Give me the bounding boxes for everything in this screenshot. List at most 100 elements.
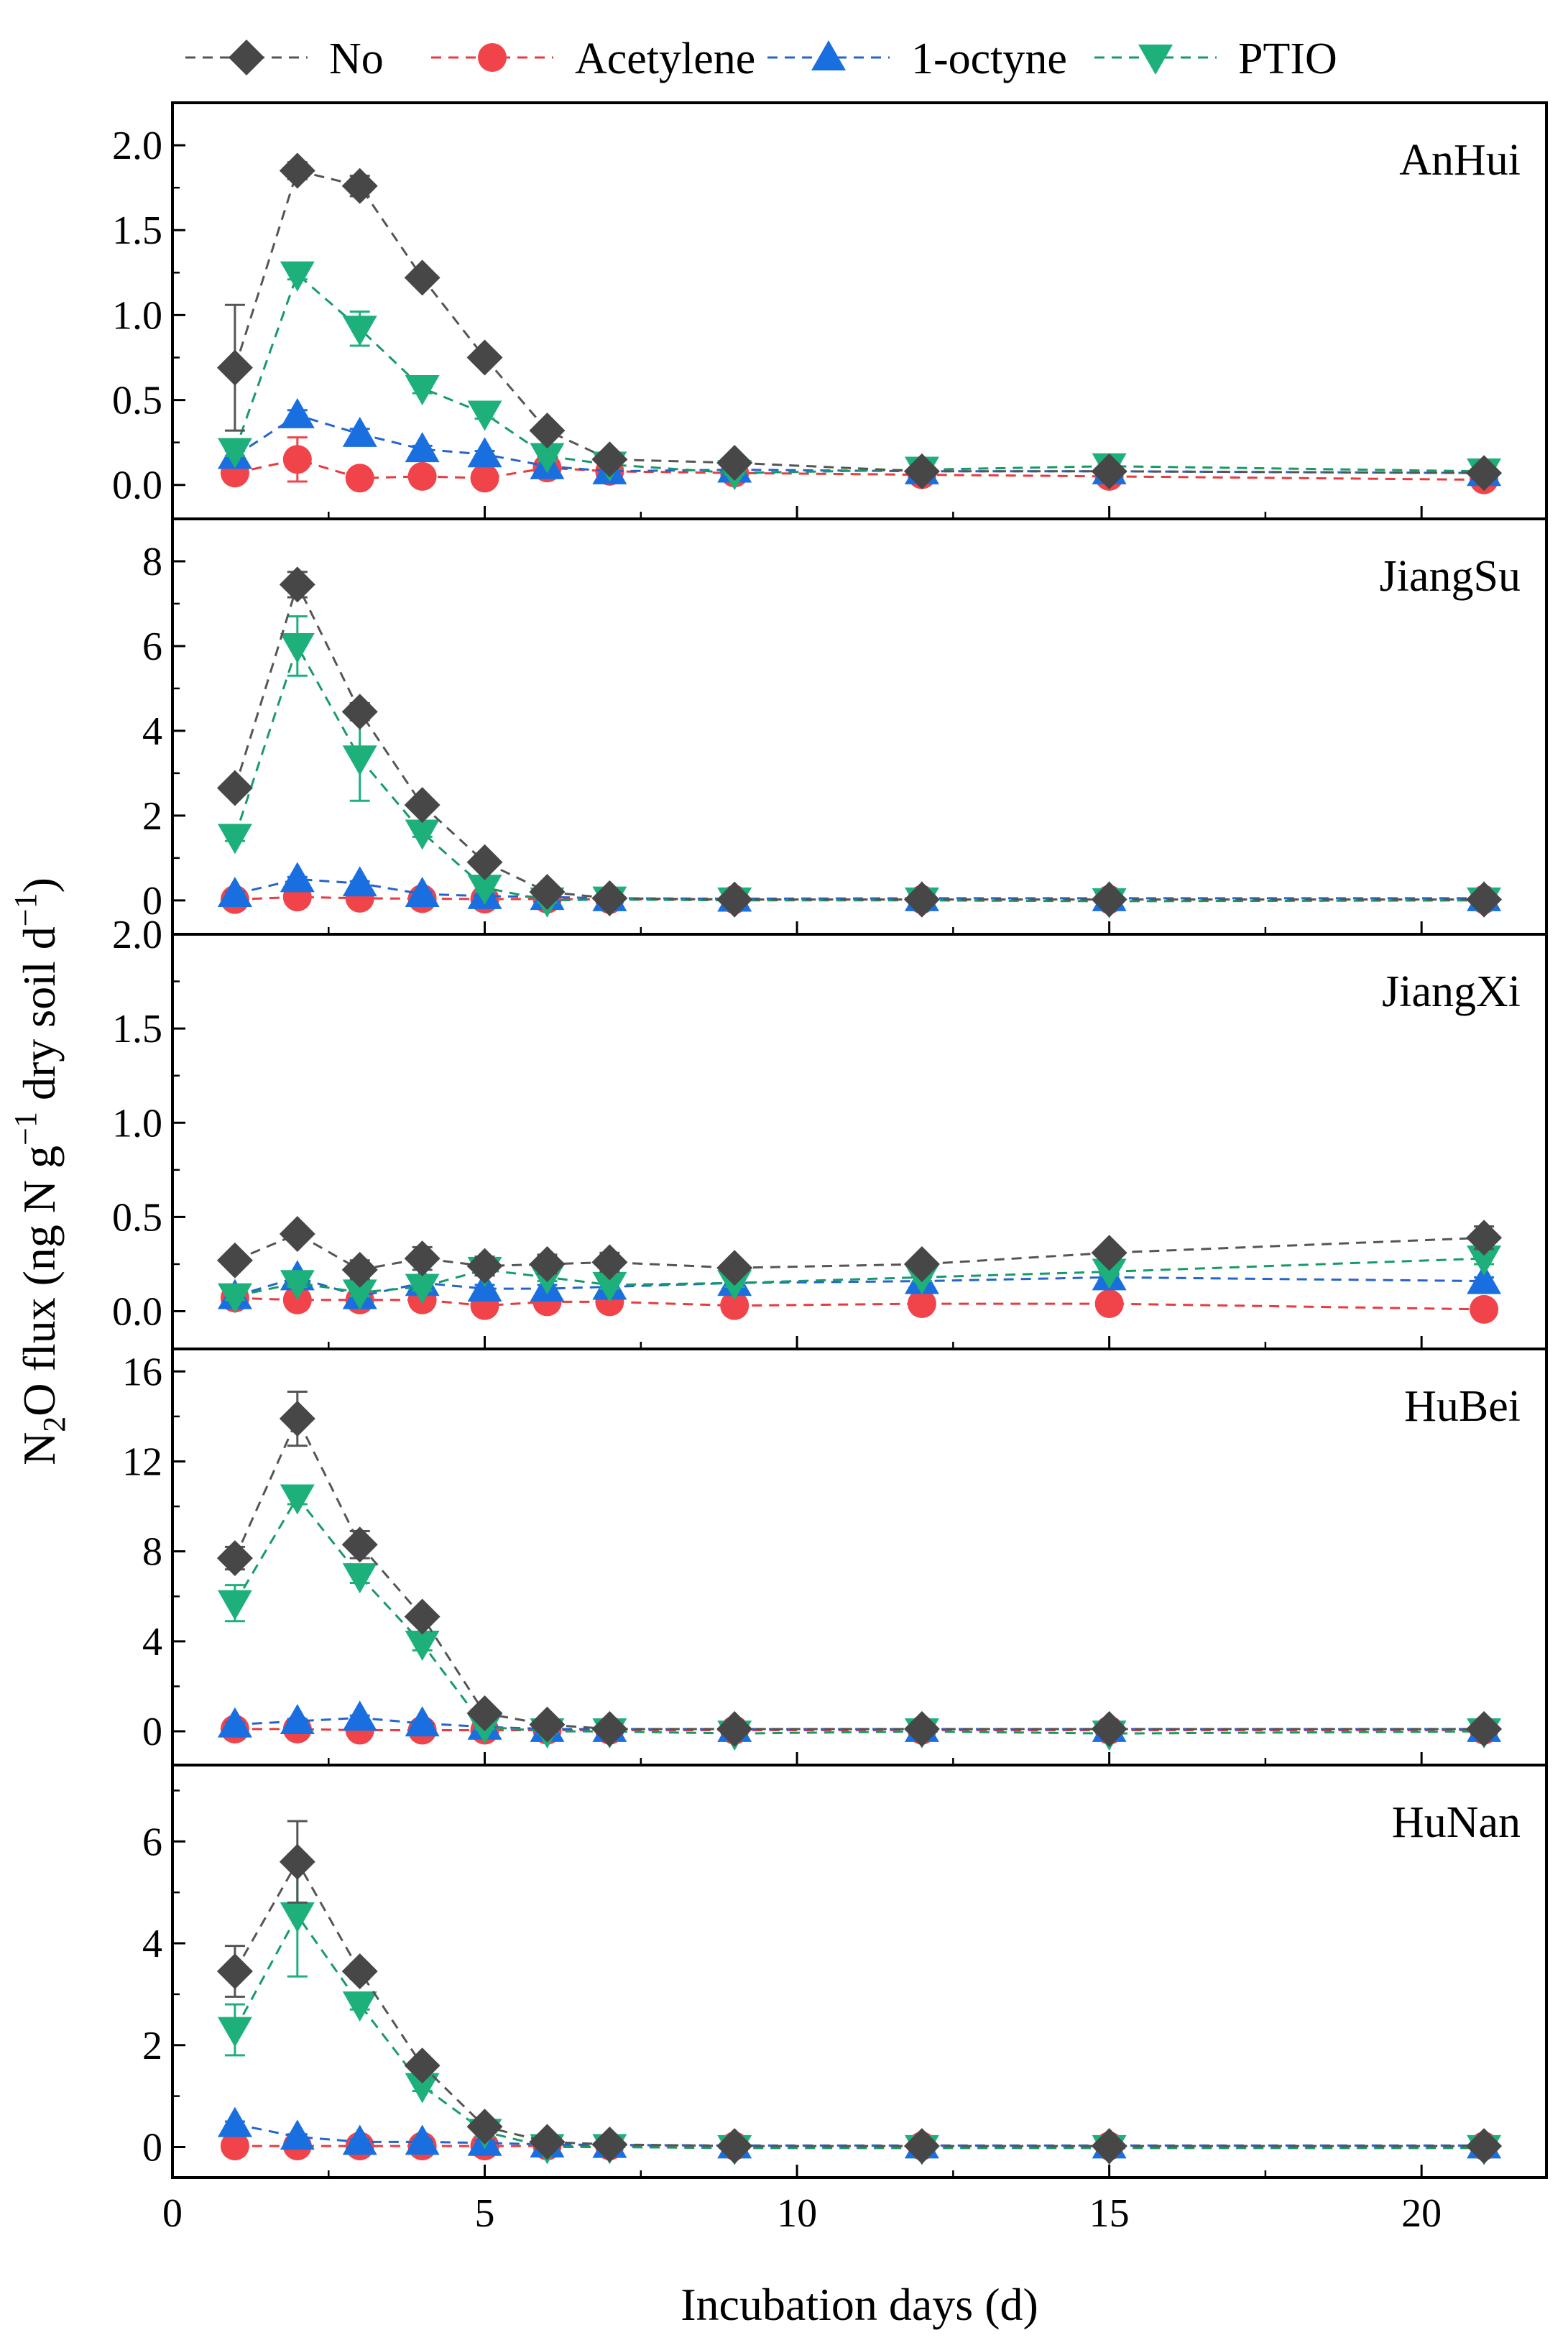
- series-octyne: [217, 1700, 1502, 1742]
- series-line-no: [234, 169, 1485, 474]
- data-point-ptio: [217, 824, 252, 855]
- x-tick-label: 5: [475, 2191, 495, 2236]
- data-point-no: [341, 1251, 378, 1288]
- data-point-octyne: [217, 1707, 252, 1738]
- x-tick-label: 0: [162, 2191, 183, 2236]
- legend-marker-octyne: [811, 40, 846, 70]
- y-tick-label: 1.0: [112, 293, 162, 338]
- data-point-no: [466, 1695, 503, 1732]
- data-point-no: [1466, 1710, 1503, 1747]
- series-line-ptio: [234, 272, 1485, 474]
- data-point-acetylene: [282, 445, 312, 474]
- series-line-ptio: [234, 1495, 1485, 1735]
- panel-anhui: 0.0 0.5 1.0 1.5 2.0 AnHui: [112, 101, 1548, 520]
- data-point-no: [341, 1526, 378, 1563]
- series-ptio: [217, 1853, 1502, 2165]
- series-ptio: [217, 615, 1502, 918]
- y-tick-label: 8: [142, 1530, 162, 1575]
- data-point-no: [216, 1953, 253, 1989]
- data-point-no: [466, 844, 503, 880]
- data-point-no: [279, 566, 315, 603]
- plot-area: [216, 1216, 1503, 1324]
- panel-frame: [171, 101, 1548, 520]
- data-point-no: [279, 152, 315, 189]
- data-point-no: [404, 2048, 441, 2084]
- plot-area: [216, 1820, 1503, 2165]
- data-point-octyne: [405, 2124, 440, 2155]
- series-line-no: [234, 1859, 1485, 2147]
- data-point-no: [404, 1598, 441, 1635]
- data-point-no: [216, 1540, 253, 1577]
- data-point-no: [903, 1245, 940, 1282]
- data-point-octyne: [342, 866, 377, 897]
- panel-jiangxi: 0.0 0.5 1.0 1.5 2.0 JiangXi: [112, 913, 1548, 1350]
- data-point-ptio: [342, 1991, 377, 2022]
- legend-label: No: [329, 34, 384, 83]
- y-axis-title: N2O flux (ng N g−1 dry soil d−1): [8, 878, 72, 1465]
- y-tick-label: 12: [122, 1440, 162, 1484]
- data-point-acetylene: [1094, 1289, 1124, 1319]
- data-point-ptio: [467, 875, 502, 906]
- data-point-ptio: [405, 1273, 440, 1304]
- series-no: [216, 1216, 1503, 1288]
- data-point-no: [591, 880, 628, 916]
- y-tick-label: 4: [142, 1620, 162, 1664]
- legend-item-octyne: 1-octyne: [767, 34, 1067, 83]
- panel-label: HuNan: [1392, 1798, 1521, 1847]
- data-point-no: [1091, 1710, 1127, 1747]
- y-tick-label: 4: [142, 1922, 162, 1966]
- data-point-no: [1466, 2128, 1503, 2165]
- data-point-no: [591, 2126, 628, 2162]
- data-point-no: [529, 874, 566, 911]
- data-point-no: [466, 1248, 503, 1284]
- data-point-no: [216, 349, 253, 386]
- legend-marker-no: [229, 40, 264, 75]
- plot-area: [216, 152, 1503, 494]
- y-tick-label: 6: [142, 1820, 162, 1864]
- data-point-no: [404, 787, 441, 824]
- data-point-octyne: [280, 1703, 315, 1734]
- panel-label: JiangXi: [1382, 967, 1521, 1016]
- data-point-ptio: [217, 438, 252, 469]
- data-point-octyne: [1467, 1263, 1502, 1294]
- data-point-no: [529, 1706, 566, 1743]
- y-tick-label: 2.0: [112, 124, 162, 168]
- legend: No Acetylene 1-octyne PTIO: [185, 34, 1337, 83]
- data-point-ptio: [530, 443, 565, 474]
- data-point-no: [1466, 455, 1503, 492]
- y-tick-label: 16: [122, 1350, 162, 1394]
- data-point-no: [404, 1240, 441, 1277]
- data-point-no: [1091, 881, 1127, 918]
- y-tick-label: 2.0: [112, 913, 162, 957]
- data-point-no: [404, 259, 441, 296]
- data-point-octyne: [342, 1700, 377, 1731]
- y-tick-label: 0: [142, 1710, 162, 1754]
- x-tick-label: 10: [777, 2191, 817, 2236]
- panel-frame: [171, 933, 1548, 1350]
- data-point-octyne: [217, 2106, 252, 2137]
- x-tick-label: 20: [1401, 2191, 1442, 2236]
- legend-label: 1-octyne: [911, 34, 1067, 83]
- data-point-ptio: [217, 1590, 252, 1621]
- y-tick-label: 1.5: [112, 208, 162, 253]
- y-tick-label: 1.5: [112, 1007, 162, 1051]
- data-point-no: [591, 1244, 628, 1281]
- legend-item-acetylene: Acetylene: [431, 34, 755, 83]
- data-point-acetylene: [407, 461, 437, 491]
- data-point-ptio: [405, 375, 440, 406]
- plot-area: [216, 1390, 1503, 1751]
- data-point-no: [903, 2128, 940, 2165]
- data-point-ptio: [405, 819, 440, 850]
- series-no: [216, 566, 1503, 918]
- panel-frame: [171, 517, 1548, 936]
- x-tick-label: 15: [1089, 2191, 1130, 2236]
- y-tick-label: 4: [142, 709, 162, 754]
- y-tick-label: 0.0: [112, 1290, 162, 1335]
- y-tick-label: 0.0: [112, 464, 162, 508]
- data-point-ptio: [405, 1630, 440, 1661]
- series-no: [216, 1390, 1503, 1747]
- data-point-no: [529, 2124, 566, 2160]
- y-tick-label: 1.0: [112, 1101, 162, 1146]
- legend-item-ptio: PTIO: [1094, 34, 1337, 83]
